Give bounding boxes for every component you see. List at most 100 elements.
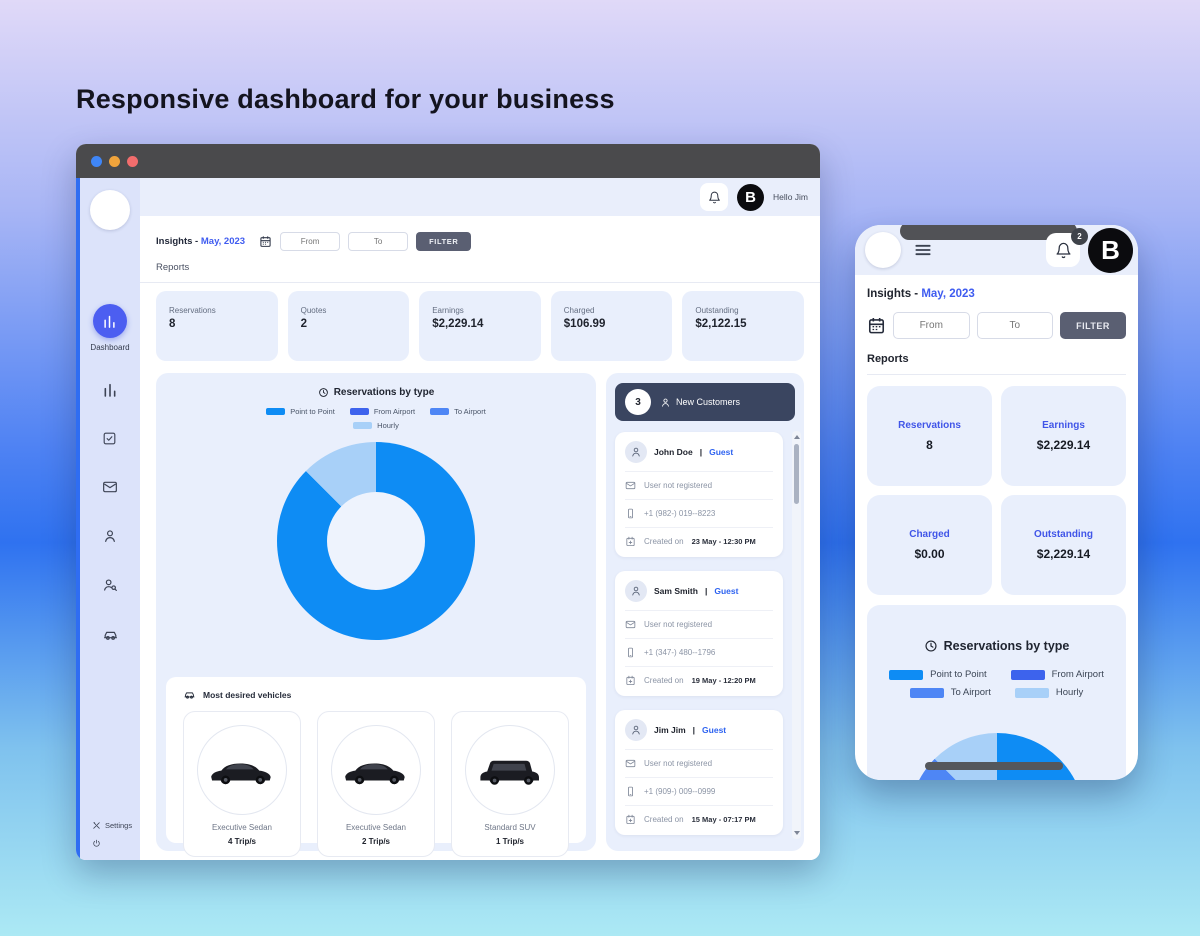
notifications-button[interactable]: [700, 183, 729, 211]
brand-logo[interactable]: [865, 232, 901, 268]
stat-card-charged: Charged $106.99: [550, 291, 673, 361]
mobile-mockup: 2 B Insights - May, 2023 FILTER Reports …: [855, 225, 1138, 780]
scroll-up-icon[interactable]: [793, 435, 800, 439]
stat-value: $2,122.15: [695, 318, 747, 330]
calendar-icon: [867, 316, 886, 335]
power-icon: [92, 839, 101, 848]
customer-phone: +1 (347-) 480--1796: [644, 648, 716, 657]
scrollbar-thumb[interactable]: [794, 444, 799, 504]
window-control-blue[interactable]: [91, 155, 102, 167]
sidebar: Dashboard Settings: [76, 178, 140, 860]
stat-card-quotes: Quotes 2: [287, 291, 410, 361]
customer-card[interactable]: Sam Smith | Guest User not registered +1…: [615, 571, 783, 696]
stat-card-earnings: Earnings $2,229.14: [1001, 386, 1126, 486]
sedan-image: [205, 751, 279, 789]
vehicle-name: Executive Sedan: [345, 823, 407, 832]
stat-card-reservations: Reservations 8: [156, 291, 278, 361]
phone-icon: [625, 647, 636, 658]
separator: |: [699, 447, 703, 457]
user-avatar[interactable]: B: [737, 183, 765, 211]
sidebar-item-vehicles[interactable]: [102, 626, 119, 643]
legend-swatch-to-airport: [430, 408, 450, 415]
filter-button[interactable]: FILTER: [1060, 312, 1126, 339]
customers-scrollbar[interactable]: [792, 431, 801, 839]
date-from-input[interactable]: [280, 232, 341, 251]
sidebar-item-customers[interactable]: [102, 528, 119, 544]
insights-label: Insights -: [156, 236, 199, 247]
phone-icon: [625, 508, 636, 519]
settings-label: Settings: [105, 821, 133, 830]
notification-badge: 2: [1071, 228, 1088, 245]
legend-label: To Airport: [454, 407, 486, 416]
legend-label: Point to Point: [930, 669, 987, 680]
reservations-donut-chart: [277, 442, 475, 640]
chart-legend-row-2: Hourly: [166, 421, 586, 430]
clock-icon: [924, 639, 938, 653]
calendar-plus-icon: [625, 675, 636, 686]
filter-button[interactable]: FILTER: [416, 232, 472, 251]
legend-swatch-hourly: [1014, 687, 1049, 698]
person-key-icon: [102, 577, 118, 593]
brand-logo[interactable]: [90, 190, 130, 230]
insights-period: May, 2023: [200, 236, 246, 247]
separator: |: [704, 586, 708, 596]
legend-label: From Airport: [373, 407, 416, 416]
stat-value: 2: [300, 318, 307, 330]
car-icon: [183, 688, 196, 701]
date-to-input[interactable]: [976, 312, 1053, 339]
sidebar-dashboard-label: Dashboard: [90, 343, 130, 352]
date-to-input[interactable]: [348, 232, 409, 251]
date-from-input[interactable]: [893, 312, 970, 339]
stats-row: Reservations 8 Quotes 2 Earnings $2,229.…: [156, 291, 804, 361]
vehicle-card: Standard SUV 1 Trip/s: [451, 711, 569, 857]
legend-label: Hourly: [1055, 687, 1084, 698]
stat-label: Earnings: [1042, 420, 1085, 431]
most-desired-vehicles-card: Most desired vehicles Executive Sedan 4 …: [166, 677, 586, 857]
customer-avatar-icon: [625, 441, 647, 463]
car-icon: [102, 626, 119, 643]
sidebar-item-messages[interactable]: [102, 479, 119, 495]
sidebar-item-settings[interactable]: Settings: [92, 821, 140, 830]
mobile-filter-bar: FILTER: [867, 312, 1126, 339]
stat-card-charged: Charged $0.00: [867, 495, 992, 595]
sidebar-item-statistics[interactable]: [102, 382, 119, 398]
customer-card[interactable]: Jim Jim | Guest User not registered +1 (…: [615, 710, 783, 835]
reservations-pie-chart: [908, 733, 1085, 780]
user-avatar[interactable]: B: [1088, 228, 1133, 273]
window-control-orange[interactable]: [109, 155, 120, 167]
vehicle-name: Standard SUV: [484, 823, 536, 832]
customer-created-date: 19 May - 12:20 PM: [691, 676, 756, 685]
customer-card[interactable]: John Doe | Guest User not registered +1 …: [615, 432, 783, 557]
legend-label: Point to Point: [290, 407, 335, 416]
separator: |: [692, 725, 696, 735]
stat-label: Outstanding: [695, 306, 739, 315]
bell-icon: [708, 191, 721, 204]
insights-label: Insights -: [867, 288, 919, 300]
hamburger-menu-button[interactable]: [913, 240, 933, 260]
scroll-down-icon[interactable]: [793, 831, 800, 835]
logout-button[interactable]: [92, 839, 140, 848]
customers-title: New Customers: [676, 397, 741, 407]
divider: [867, 374, 1126, 375]
customer-registered: User not registered: [644, 620, 713, 629]
phone-icon: [625, 786, 636, 797]
stat-value: $2,229.14: [1036, 547, 1091, 561]
calendar-plus-icon: [625, 814, 636, 825]
sidebar-item-reservations[interactable]: [102, 431, 119, 446]
customer-tag: Guest: [702, 725, 727, 735]
stat-card-outstanding: Outstanding $2,122.15: [682, 291, 804, 361]
chart-legend-row-1: Point to Point From Airport To Airport: [166, 407, 586, 416]
mobile-chart-card: Reservations by type Point to Point From…: [867, 605, 1126, 780]
tools-icon: [92, 821, 101, 830]
desktop-window: Dashboard Settings: [76, 144, 820, 860]
sidebar-item-drivers[interactable]: [102, 577, 119, 593]
legend-swatch-point-to-point: [889, 669, 924, 680]
sidebar-item-dashboard[interactable]: Dashboard: [90, 304, 130, 352]
calendar-button[interactable]: [867, 316, 886, 335]
calendar-button[interactable]: [259, 235, 272, 248]
envelope-icon: [102, 479, 118, 495]
reports-heading: Reports: [867, 353, 909, 365]
chart-legend-row-1: Point to Point From Airport: [867, 669, 1126, 680]
stat-value: 8: [926, 438, 933, 452]
window-control-red[interactable]: [127, 155, 138, 167]
